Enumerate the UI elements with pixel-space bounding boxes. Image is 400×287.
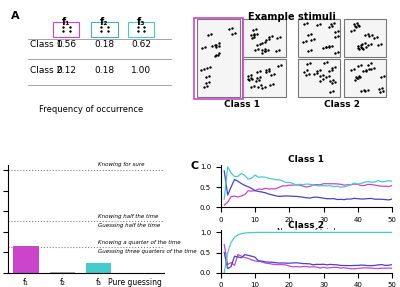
Legend: f₁, f₂, f₃: f₁, f₂, f₃ <box>399 203 400 237</box>
Text: Example stimuli: Example stimuli <box>248 12 336 22</box>
Text: Frequency of occurrence: Frequency of occurrence <box>39 105 143 115</box>
Bar <box>196 20 240 97</box>
Text: Knowing half the time: Knowing half the time <box>98 214 159 219</box>
Title: Class 2: Class 2 <box>288 221 324 230</box>
Text: Class 1: Class 1 <box>224 100 260 109</box>
Text: C: C <box>190 161 198 171</box>
FancyBboxPatch shape <box>128 22 154 37</box>
Text: 0.18: 0.18 <box>94 65 114 75</box>
Title: Class 1: Class 1 <box>288 155 324 164</box>
Bar <box>242 20 286 57</box>
Bar <box>298 59 340 97</box>
Text: 1.00: 1.00 <box>131 65 151 75</box>
Text: 0.12: 0.12 <box>56 65 76 75</box>
Bar <box>242 59 286 97</box>
Text: A: A <box>11 11 20 21</box>
FancyBboxPatch shape <box>91 22 118 37</box>
Text: Class 1: Class 1 <box>30 40 62 49</box>
Bar <box>50 272 75 273</box>
Text: Knowing a quarter of the time: Knowing a quarter of the time <box>98 240 181 245</box>
Bar <box>14 246 39 273</box>
Text: Knowing for sure: Knowing for sure <box>98 162 145 167</box>
Text: Class 2: Class 2 <box>30 65 62 75</box>
X-axis label: Number of trial: Number of trial <box>277 228 336 237</box>
Bar <box>344 59 386 97</box>
FancyBboxPatch shape <box>53 22 80 37</box>
Text: f₂: f₂ <box>100 17 109 26</box>
Text: f₃: f₃ <box>137 17 145 26</box>
Text: f₁: f₁ <box>62 17 70 26</box>
Text: Guessing half the time: Guessing half the time <box>98 223 161 228</box>
Text: 0.56: 0.56 <box>56 40 76 49</box>
Text: 0.62: 0.62 <box>131 40 151 49</box>
Text: 0.18: 0.18 <box>94 40 114 49</box>
Bar <box>298 20 340 57</box>
Bar <box>86 263 111 273</box>
Bar <box>344 20 386 57</box>
Text: Guessing three quarters of the time: Guessing three quarters of the time <box>98 249 197 254</box>
Text: Class 2: Class 2 <box>324 100 360 109</box>
